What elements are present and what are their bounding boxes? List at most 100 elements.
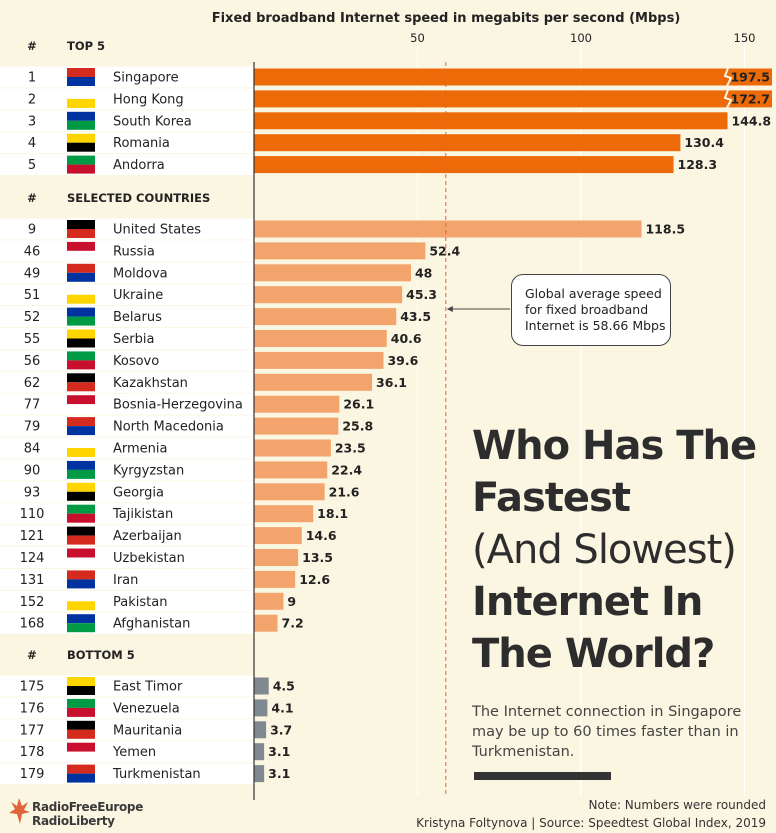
country-label: Kosovo: [113, 354, 159, 369]
value-label: 9: [287, 594, 296, 609]
flag-icon: [67, 439, 95, 448]
value-label: 14.6: [306, 528, 337, 543]
callout-line: Global average speed: [525, 286, 662, 301]
row-stripe: [0, 675, 254, 697]
row-stripe: [0, 328, 254, 349]
country-label: Uzbekistan: [113, 551, 185, 566]
value-label: 52.4: [429, 243, 460, 258]
flag-icon: [67, 404, 95, 414]
footer-source: Kristyna Foltynova | Source: Speedtest G…: [416, 816, 766, 830]
bar: [254, 505, 314, 523]
global-average-callout: Global average speed for fixed broadband…: [511, 274, 671, 346]
flag-icon: [67, 395, 95, 405]
flag-icon: [67, 557, 95, 567]
bar: [254, 614, 278, 632]
country-label: United States: [113, 223, 201, 238]
flag-icon: [67, 764, 95, 774]
bar: [254, 68, 772, 86]
axis-tick-label: 50: [410, 31, 425, 45]
headline-line: (And Slowest): [472, 527, 737, 573]
subtitle: The Internet connection in Singapore may…: [472, 704, 742, 760]
row-stripe: [0, 262, 254, 284]
row-stripe: [0, 393, 254, 415]
rank-label: 49: [24, 266, 41, 281]
rank-label: 176: [20, 701, 45, 716]
value-label: 3.1: [268, 766, 290, 781]
flag-icon: [67, 698, 95, 708]
country-label: Kazakhstan: [113, 376, 188, 391]
bar: [254, 765, 265, 783]
flag-icon: [67, 111, 95, 121]
logo-line: RadioLiberty: [32, 814, 115, 828]
bar: [254, 330, 387, 347]
country-label: Mauritania: [113, 723, 182, 738]
bar: [254, 90, 772, 108]
value-label: 39.6: [387, 353, 418, 368]
rank-label: 177: [20, 723, 45, 738]
country-label: Pakistan: [113, 595, 167, 610]
country-label: South Korea: [113, 114, 192, 129]
row-stripe: [0, 612, 254, 634]
headline: Who Has The Fastest (And Slowest) Intern…: [472, 420, 772, 680]
group-header: SELECTED COUNTRIES: [67, 191, 210, 205]
axis-break-icon: [723, 89, 733, 109]
rank-label: 179: [20, 767, 45, 782]
row-stripe: [0, 132, 254, 154]
rank-header: #: [27, 648, 37, 662]
chart-title: Fixed broadband Internet speed in megabi…: [212, 11, 681, 26]
value-label: 7.2: [282, 616, 304, 631]
value-label: 26.1: [343, 397, 374, 412]
row-stripe: [0, 218, 254, 240]
flag-icon: [67, 469, 95, 479]
flag-icon: [67, 623, 95, 633]
footer-note: Note: Numbers were rounded: [588, 798, 766, 812]
rank-label: 152: [20, 595, 45, 610]
row-stripe: [0, 763, 254, 785]
flag-icon: [67, 382, 95, 392]
flag-icon: [67, 448, 95, 457]
country-label: Moldova: [113, 266, 168, 281]
rank-header: #: [27, 191, 37, 205]
flag-icon: [67, 241, 95, 251]
rank-label: 124: [20, 551, 45, 566]
country-label: North Macedonia: [113, 420, 224, 435]
bar: [254, 721, 267, 739]
bar: [254, 264, 411, 282]
rank-label: 79: [24, 420, 41, 435]
group-header: TOP 5: [67, 39, 105, 53]
rank-label: 2: [28, 92, 36, 107]
flag-icon: [67, 548, 95, 558]
bar: [254, 220, 642, 238]
flag-icon: [67, 460, 95, 470]
rank-label: 131: [20, 573, 45, 588]
rank-label: 9: [28, 223, 36, 238]
rank-label: 168: [20, 617, 45, 632]
country-label: Serbia: [113, 332, 154, 347]
value-label: 3.1: [268, 744, 290, 759]
flag-icon: [67, 133, 95, 143]
country-label: Belarus: [113, 310, 162, 325]
row-stripe: [0, 110, 254, 132]
flag-icon: [67, 742, 95, 752]
flag-icon: [67, 360, 95, 370]
flag-icon: [67, 491, 95, 501]
rank-label: 178: [20, 745, 45, 760]
flag-icon: [67, 316, 95, 326]
flag-icon: [67, 338, 95, 348]
value-label: 22.4: [331, 462, 362, 477]
row-stripe: [0, 503, 254, 525]
flag-icon: [67, 526, 95, 536]
value-label: 13.5: [302, 550, 333, 565]
bar: [254, 156, 674, 174]
flag-icon: [67, 272, 95, 282]
flag-icon: [67, 686, 95, 695]
rank-label: 121: [20, 529, 45, 544]
row-stripe: [0, 741, 254, 763]
country-label: Russia: [113, 244, 155, 259]
flag-icon: [67, 294, 95, 304]
flag-icon: [67, 68, 95, 77]
row-stripe: [0, 88, 254, 110]
country-label: Azerbaijan: [113, 529, 182, 544]
flag-icon: [67, 720, 95, 730]
bar: [254, 592, 284, 610]
